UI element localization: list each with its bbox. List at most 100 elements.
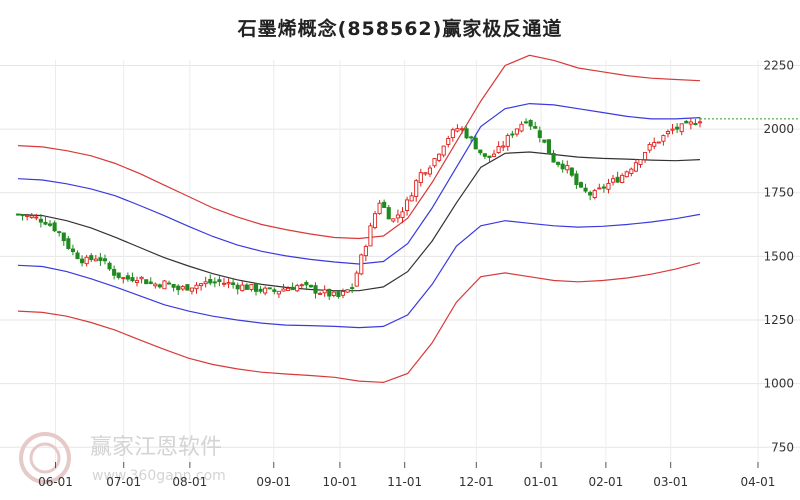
y-tick-label: 1000 [763, 377, 794, 391]
candle [391, 218, 396, 223]
candle [688, 118, 693, 130]
candle [647, 142, 652, 153]
candle [144, 279, 149, 285]
candle [455, 124, 460, 133]
candle [43, 217, 48, 226]
candle [464, 126, 469, 140]
candle [565, 160, 570, 174]
candle [313, 282, 318, 299]
chart-title: 石墨烯概念(858562)赢家极反通道 [237, 18, 563, 40]
candle [203, 276, 208, 288]
candle [253, 282, 259, 296]
candle [130, 272, 135, 283]
candle [643, 151, 648, 163]
x-tick-label: 03-01 [653, 475, 688, 489]
candle [478, 149, 483, 156]
candle [377, 199, 382, 215]
candle [322, 285, 327, 297]
candle [98, 252, 103, 267]
x-tick-label: 02-01 [588, 475, 623, 489]
candle [304, 280, 309, 291]
candle [469, 135, 474, 143]
candle [524, 118, 529, 125]
watermark-url: www.360gann.com [92, 468, 226, 484]
candle [441, 145, 446, 158]
candle [208, 274, 213, 286]
y-tick-label: 2000 [763, 122, 794, 136]
grid-lines [0, 60, 800, 462]
candle [244, 283, 249, 290]
candle [569, 167, 574, 178]
candle [157, 283, 162, 289]
candle [395, 209, 400, 223]
band-outer-lower [17, 262, 701, 384]
candle [80, 255, 85, 267]
candle [34, 213, 39, 221]
candle [70, 244, 75, 256]
candle [423, 172, 428, 176]
candle [148, 277, 153, 285]
candle [199, 282, 204, 291]
candle [409, 192, 414, 202]
candle [505, 133, 510, 151]
candle [89, 253, 94, 262]
candle [693, 118, 698, 126]
candle [400, 207, 405, 224]
band-inner-lower [17, 213, 701, 329]
x-axis-ticks: 06-01 07-01 08-01 09-01 10-01 11-01 12-01 01-01… [38, 462, 775, 489]
candle [272, 287, 277, 295]
candle [487, 155, 492, 162]
candle [496, 141, 501, 154]
candle [336, 291, 341, 299]
candle [606, 178, 611, 194]
watermark-logo-icon [19, 432, 71, 484]
candle [240, 281, 245, 292]
watermark-logo-inner-icon [29, 442, 61, 474]
candle [52, 220, 57, 233]
candle [84, 254, 89, 267]
candle [166, 280, 172, 285]
candle [61, 232, 66, 246]
y-axis-ticks: 750 1000 1250 1500 1750 2000 2250 [763, 58, 794, 454]
candle [286, 286, 291, 291]
candle [102, 254, 108, 265]
candle [221, 277, 227, 287]
candle [107, 261, 112, 271]
candle [510, 130, 515, 139]
candle [661, 134, 666, 146]
candle [501, 140, 506, 151]
candle [583, 183, 588, 194]
candle [418, 168, 423, 187]
candle [75, 250, 80, 260]
candle [432, 158, 437, 168]
band-outer-upper [17, 54, 701, 240]
candle [610, 174, 616, 186]
candle [427, 165, 432, 177]
candle [153, 282, 158, 289]
candle [414, 179, 419, 202]
y-tick-label: 2250 [763, 58, 794, 72]
candle [597, 183, 602, 190]
candle [295, 283, 300, 293]
candle [235, 282, 240, 295]
candle [180, 285, 185, 292]
candle [189, 287, 194, 295]
candle [354, 270, 359, 287]
candle [588, 190, 593, 201]
candle [112, 265, 117, 280]
candle [514, 128, 519, 137]
candle [38, 214, 43, 228]
x-tick-label: 08-01 [172, 475, 207, 489]
candle [350, 283, 355, 294]
candle [459, 126, 465, 134]
candle [281, 284, 286, 292]
candle [217, 276, 222, 287]
watermark: 赢家江恩软件 www.360gann.com [19, 432, 226, 484]
candle [345, 289, 350, 293]
x-tick-label: 07-01 [106, 475, 141, 489]
x-tick-label: 04-01 [741, 475, 776, 489]
candle [47, 220, 53, 227]
candle [231, 277, 236, 289]
candle [340, 288, 346, 299]
candle [656, 141, 661, 144]
